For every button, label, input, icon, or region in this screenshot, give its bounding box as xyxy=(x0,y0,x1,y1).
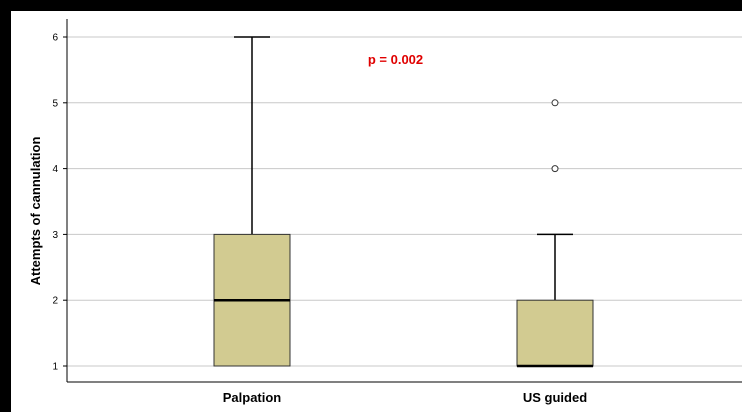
labels: 1 2 3 4 5 6 Palpation US guided xyxy=(52,33,587,406)
x-tick-label-us-guided: US guided xyxy=(523,390,587,405)
y-tick-label-4: 4 xyxy=(52,164,58,175)
box-us-guided xyxy=(516,99,594,368)
p-value-annotation: p = 0.002 xyxy=(368,52,423,67)
y-tick-label-5: 5 xyxy=(52,98,58,109)
chart-panel: 1 2 3 4 5 6 Palpation US guided Attempts of can… xyxy=(11,11,742,412)
boxes xyxy=(213,36,594,368)
outlier-us-guided-5 xyxy=(551,99,559,107)
y-axis-title: Attempts of cannulation xyxy=(28,137,43,286)
box-body-us-guided xyxy=(516,299,594,367)
grid-lines xyxy=(67,36,742,367)
y-tick-label-6: 6 xyxy=(52,33,58,44)
y-tick-label-3: 3 xyxy=(52,230,58,241)
box-plot: 1 2 3 4 5 6 Palpation US guided Attempts of can… xyxy=(28,19,742,406)
y-tick-label-2: 2 xyxy=(52,296,58,307)
x-tick-label-palpation: Palpation xyxy=(223,390,282,405)
outlier-us-guided-4 xyxy=(551,165,559,173)
y-tick-label-1: 1 xyxy=(52,362,58,373)
axes xyxy=(63,19,742,383)
box-palpation xyxy=(213,36,291,367)
